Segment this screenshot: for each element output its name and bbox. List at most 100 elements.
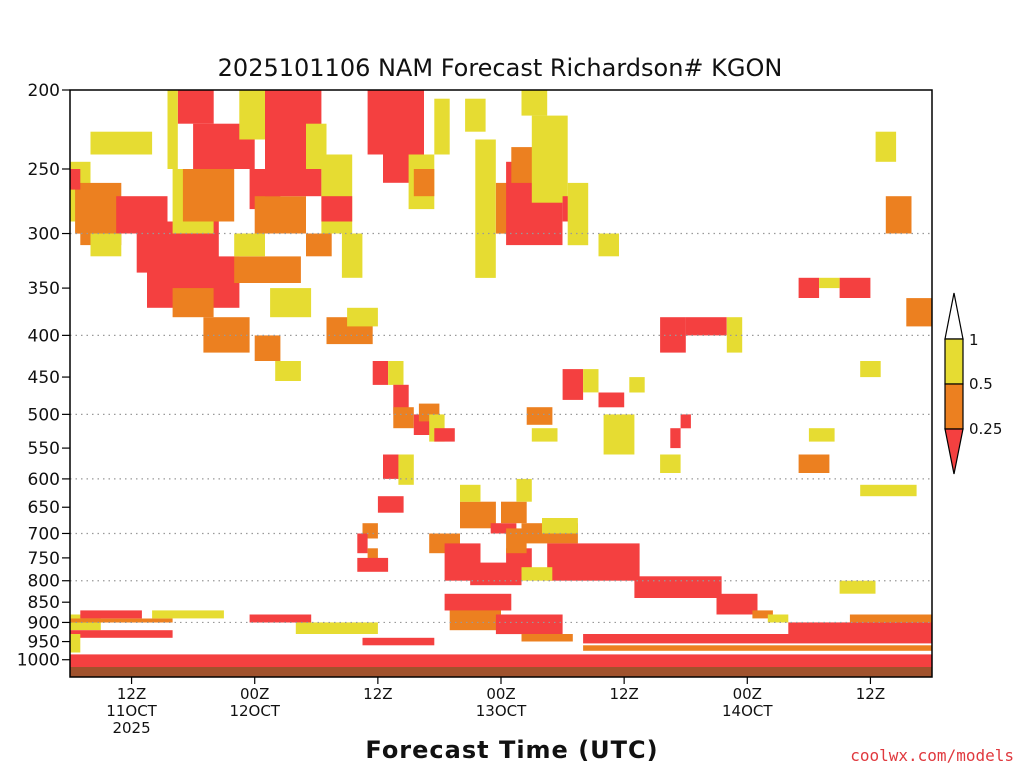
colorbar-bin: [944, 338, 964, 385]
heat-cell-high: [598, 233, 619, 257]
heat-cell-low: [357, 533, 368, 554]
heat-cell-low: [444, 593, 512, 611]
heat-cell-high: [875, 131, 897, 162]
x-tick-label: 12Z: [609, 685, 638, 703]
heat-cell-high: [434, 98, 450, 155]
heat-cell-high: [295, 622, 378, 634]
heat-cell-mid: [521, 634, 573, 642]
heat-cell-mid: [885, 196, 912, 234]
heat-cell-high: [275, 361, 301, 381]
heat-cell-mid: [70, 618, 173, 623]
heat-cell-high: [629, 377, 645, 393]
heat-cell-low: [490, 523, 517, 534]
heat-cell-high: [808, 428, 835, 442]
heat-cell-mid: [234, 256, 301, 283]
x-tick-label: 2025: [112, 719, 150, 737]
heat-cell-high: [860, 484, 917, 497]
plot-area: [70, 90, 932, 677]
x-tick-label: 14OCT: [722, 702, 773, 720]
ground-strip: [70, 667, 932, 677]
heat-cell-low: [634, 576, 722, 598]
heat-cell-high: [388, 361, 404, 385]
heat-cell-mid: [501, 501, 527, 524]
heat-cell-mid: [254, 196, 306, 234]
heat-cell-high: [819, 277, 840, 289]
heat-cell-mid: [203, 317, 250, 353]
y-tick-label: 600: [28, 470, 60, 490]
heat-cell-high: [726, 317, 743, 353]
heat-cell-high: [152, 610, 224, 619]
x-tick-label: 13OCT: [476, 702, 527, 720]
x-tick-label: 00Z: [240, 685, 269, 703]
heat-cell-high: [516, 478, 532, 502]
x-tick-label: 00Z: [486, 685, 515, 703]
y-tick-label: 900: [28, 613, 60, 633]
heat-cell-mid: [172, 288, 214, 318]
heat-cell-low: [70, 630, 173, 638]
heat-cell-mid: [906, 298, 932, 327]
y-axis: 200 250 300 350 400 450 500 550 600 650 700 750 8008…: [17, 81, 70, 671]
heat-cell-mid: [460, 501, 496, 529]
heat-cell-low: [680, 414, 691, 429]
heat-cell-low: [547, 543, 640, 581]
y-tick-label: 500: [28, 405, 60, 425]
heat-cell-high: [521, 567, 553, 581]
heat-cell-mid: [393, 407, 414, 429]
heat-cell-low: [788, 622, 932, 634]
heat-cell-low: [839, 277, 871, 298]
heat-cell-high: [542, 518, 578, 534]
y-tick-label: 400: [28, 326, 60, 346]
heat-cell-high: [341, 233, 363, 278]
credit-link[interactable]: coolwx.com/models: [850, 746, 1014, 765]
x-axis-label: Forecast Time (UTC): [365, 736, 658, 764]
heat-cell-low: [393, 384, 409, 415]
heat-cell-low: [470, 562, 522, 586]
y-tick-label: 300: [28, 225, 60, 245]
heat-cell-mid: [449, 610, 501, 631]
heat-cell-high: [239, 90, 265, 140]
heat-cell-high: [860, 361, 881, 378]
chart-title: 2025101106 NAM Forecast Richardson# KGON: [218, 54, 783, 82]
heat-cell-low: [367, 90, 424, 155]
heat-cell-high: [167, 90, 178, 169]
heat-cell-mid: [526, 407, 553, 425]
heat-cell-high: [306, 123, 327, 169]
y-tick-label: 250: [28, 160, 60, 180]
heat-cell-low: [716, 593, 758, 615]
heat-cell-high: [270, 288, 312, 318]
heat-cell-high: [531, 115, 568, 203]
heat-cell-high: [660, 454, 681, 473]
colorbar-label: 0.25: [969, 420, 1002, 438]
heat-cell-high: [90, 233, 122, 257]
heat-cell-mid: [413, 169, 435, 197]
heat-cell-mid: [506, 528, 527, 554]
y-tick-label: 850: [28, 593, 60, 613]
y-tick-label: 350: [28, 279, 60, 299]
colorbar-bin: [944, 383, 964, 430]
heat-cell-high: [521, 90, 548, 116]
colorbar-label: 1: [969, 331, 979, 349]
heat-cell-high: [460, 484, 481, 502]
heat-cell-high: [70, 634, 81, 653]
x-tick-label: 11OCT: [106, 702, 157, 720]
heat-cell-mid: [752, 610, 773, 619]
heat-cell-low: [362, 637, 435, 646]
heat-cell-high: [475, 139, 496, 278]
heat-cell-high: [234, 233, 265, 257]
heat-cell-low: [583, 634, 932, 644]
heat-cell-high: [531, 428, 558, 442]
heat-cell-low: [70, 654, 932, 671]
heat-cell-high: [839, 580, 876, 594]
heat-cell-mid: [798, 454, 830, 473]
x-tick-label: 12OCT: [229, 702, 280, 720]
heat-cell-low: [321, 196, 353, 222]
colorbar: 1 0.5 0.25: [944, 292, 1002, 475]
heat-cell-mid: [849, 614, 932, 623]
y-tick-label: 450: [28, 368, 60, 388]
heat-cell-mid: [367, 548, 378, 563]
heat-cell-low: [80, 610, 142, 619]
heat-cell-high: [347, 307, 378, 327]
x-tick-label: 12Z: [117, 685, 146, 703]
heat-cell-high: [321, 154, 353, 234]
heat-cell-low: [495, 614, 563, 635]
